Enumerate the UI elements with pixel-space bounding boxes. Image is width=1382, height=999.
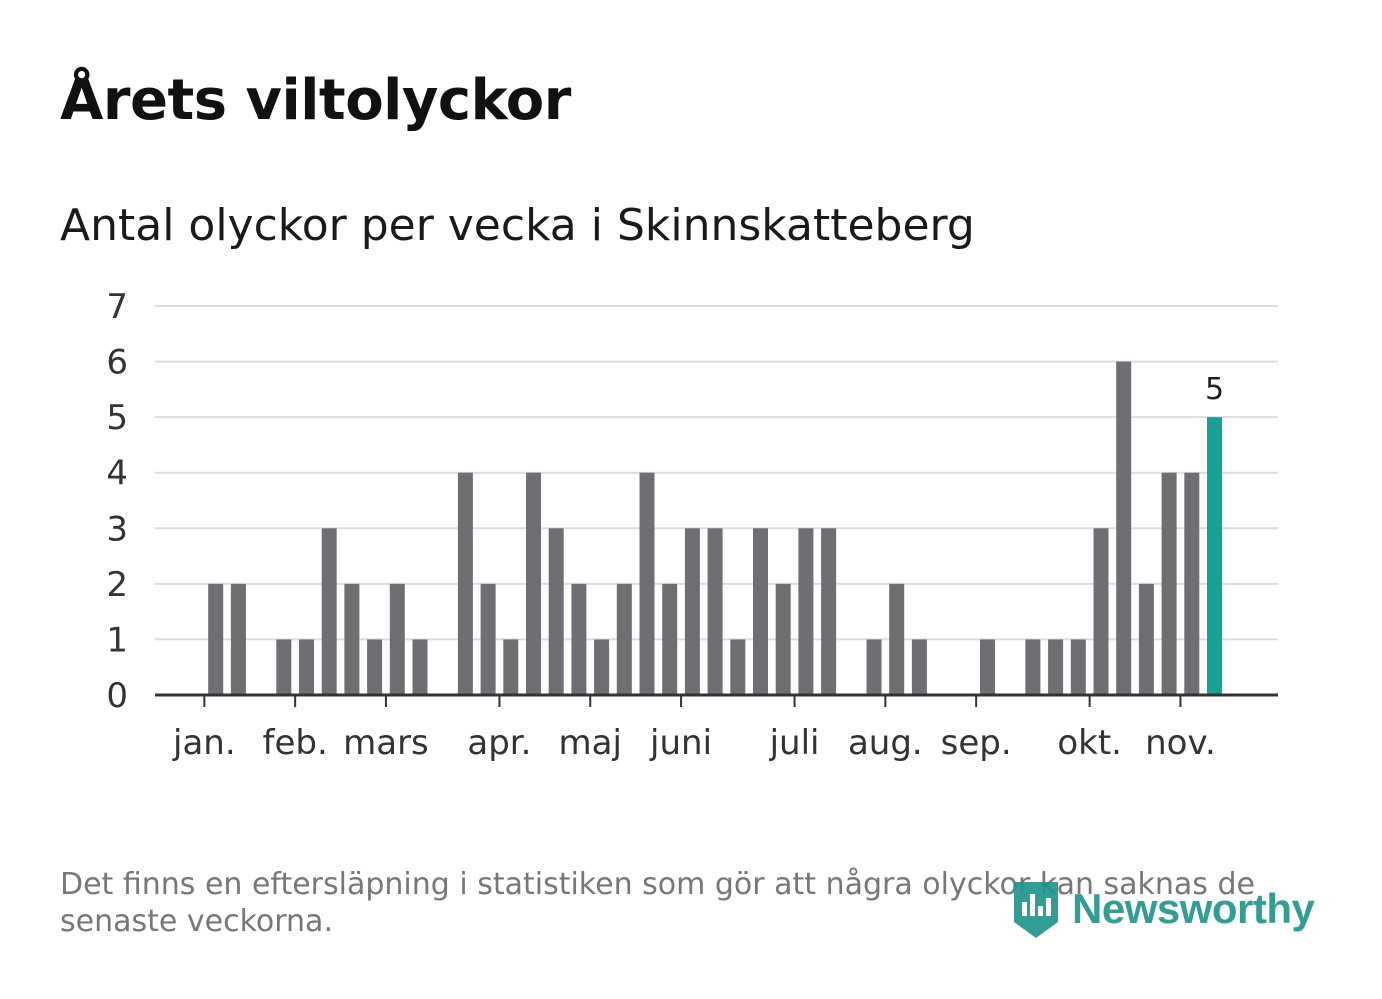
bar — [1093, 528, 1109, 695]
bar — [230, 583, 246, 695]
bar — [684, 528, 700, 695]
bar — [276, 639, 292, 695]
y-axis-ticks: 0 1 2 3 4 5 6 7 — [106, 287, 128, 716]
bar — [526, 472, 541, 695]
bar — [594, 639, 610, 695]
bar — [1116, 361, 1132, 695]
bar — [753, 528, 768, 695]
x-tick-label: apr. — [467, 723, 531, 763]
x-tick-label: aug. — [848, 723, 923, 763]
chart-title: Årets viltolyckor — [60, 68, 571, 133]
y-tick-label: 1 — [106, 620, 128, 660]
bar — [367, 639, 383, 695]
bar — [299, 639, 314, 695]
bar — [730, 639, 746, 695]
bar — [1161, 472, 1177, 695]
bar-chart: 0 1 2 3 4 5 6 7 jan. feb. mars apr. maj juni juli aug.… — [106, 287, 1278, 763]
bar — [1048, 639, 1064, 695]
bar — [571, 583, 587, 695]
x-tick-label: juli — [769, 723, 820, 763]
bar — [980, 639, 995, 695]
bar — [798, 528, 814, 695]
bar — [480, 583, 496, 695]
y-tick-label: 6 — [106, 343, 128, 383]
bar — [616, 583, 632, 695]
bar — [821, 528, 837, 695]
bar — [707, 528, 723, 695]
bar — [662, 583, 678, 695]
x-tick-label: sep. — [941, 723, 1012, 763]
highlight-data-label: 5 — [1205, 372, 1224, 407]
bar — [866, 639, 882, 695]
chart-subtitle: Antal olyckor per vecka i Skinnskatteber… — [60, 200, 975, 251]
x-tick-label: feb. — [263, 723, 328, 763]
x-tick-label: jan. — [172, 723, 236, 763]
bar — [1184, 472, 1200, 695]
bar — [639, 472, 655, 695]
x-tick-label: juni — [649, 723, 712, 763]
x-tick-label: maj — [559, 723, 622, 763]
bar — [1025, 639, 1041, 695]
y-tick-label: 4 — [106, 454, 128, 494]
bar — [889, 583, 905, 695]
newsworthy-logo[interactable]: Newsworthy — [1010, 876, 1315, 942]
bar — [208, 583, 224, 695]
bar — [503, 639, 519, 695]
bar — [412, 639, 428, 695]
x-tick-label: mars — [343, 723, 429, 763]
bar — [344, 583, 360, 695]
y-tick-label: 3 — [106, 509, 128, 549]
data-labels: 5 — [1205, 372, 1224, 407]
newsworthy-logo-text: Newsworthy — [1072, 885, 1315, 932]
bar — [1070, 639, 1086, 695]
bar-series — [208, 361, 1222, 695]
y-tick-label: 0 — [106, 676, 128, 716]
newsworthy-logo-icon — [1014, 882, 1058, 938]
bar — [389, 583, 405, 695]
bar — [548, 528, 564, 695]
bar — [911, 639, 927, 695]
bar — [321, 528, 337, 695]
x-axis-ticks: jan. feb. mars apr. maj juni juli aug. sep. okt. n… — [172, 695, 1216, 763]
x-tick-label: nov. — [1145, 723, 1216, 763]
y-tick-label: 5 — [106, 398, 128, 438]
y-tick-label: 2 — [106, 565, 128, 605]
bar — [457, 472, 473, 695]
bar — [775, 583, 791, 695]
y-tick-label: 7 — [106, 287, 128, 327]
bar-highlight — [1207, 417, 1222, 695]
bar — [1138, 583, 1154, 695]
x-tick-label: okt. — [1057, 723, 1122, 763]
